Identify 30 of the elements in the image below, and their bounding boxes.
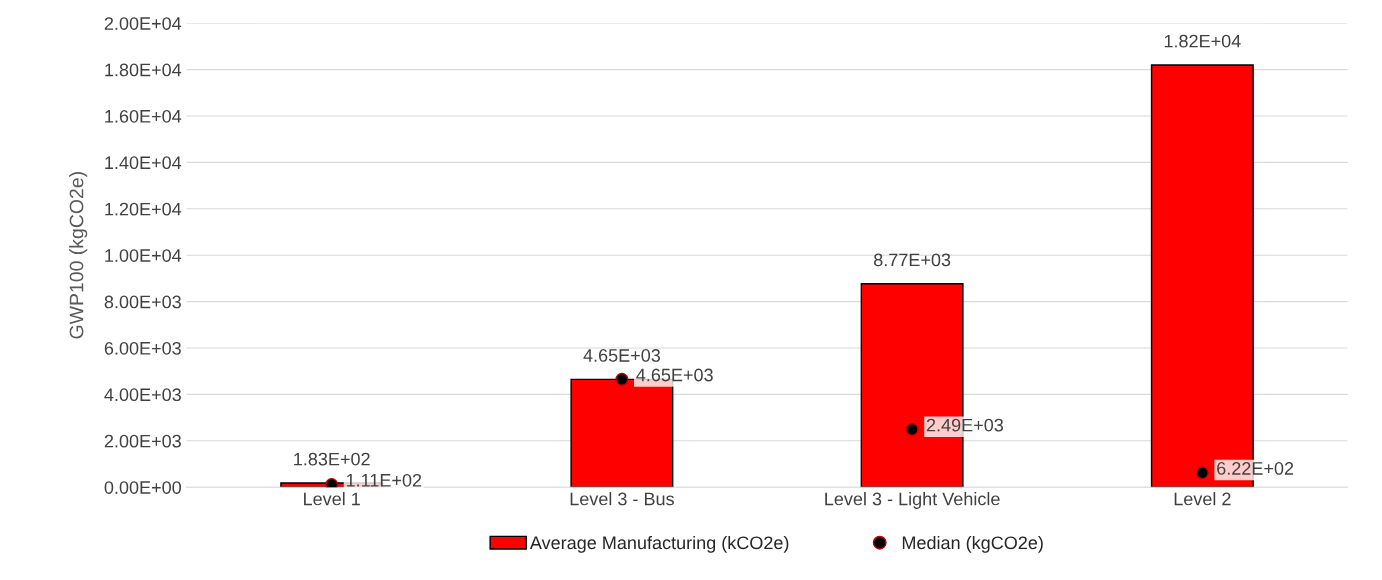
legend-label: Median (kgCO2e) xyxy=(902,535,1043,553)
data-label: 6.22E+02 xyxy=(1217,462,1294,475)
y-tick-label: 6.00E+03 xyxy=(104,341,181,355)
x-tick-label: Level 2 xyxy=(1174,492,1231,506)
data-label: 1.82E+04 xyxy=(1164,34,1241,48)
y-tick-label: 1.20E+04 xyxy=(105,202,182,216)
y-tick-label: 1.80E+04 xyxy=(105,63,182,77)
y-tick-label: 1.60E+04 xyxy=(105,109,182,123)
x-tick-label: Level 3 - Bus xyxy=(570,492,674,506)
point xyxy=(1195,466,1209,480)
y-tick-label: 0.00E+00 xyxy=(104,481,182,494)
y-tick-label: 8.00E+03 xyxy=(104,295,181,309)
point xyxy=(325,478,339,488)
point xyxy=(615,372,629,386)
x-tick-label: Level 1 xyxy=(304,492,360,506)
y-tick-label: 4.00E+03 xyxy=(104,388,181,402)
point xyxy=(905,422,919,436)
legend-label: Average Manufacturing (kCO2e) xyxy=(529,535,789,553)
data-label: 2.49E+03 xyxy=(926,418,1004,432)
data-label: 1.83E+02 xyxy=(294,452,370,466)
data-label: 1.11E+02 xyxy=(346,473,422,487)
y-axis-title: GWP100 (kgCO2e) xyxy=(69,172,88,339)
y-tick-label: 2.00E+03 xyxy=(104,434,181,448)
x-tick-label: Level 3 - Light Vehicle xyxy=(825,492,1000,509)
y-tick-label: 1.40E+04 xyxy=(105,156,182,170)
data-label: 4.65E+03 xyxy=(583,349,661,362)
y-tick-label: 2.00E+04 xyxy=(104,17,182,30)
data-label: 4.65E+03 xyxy=(636,368,713,382)
data-label: 8.77E+03 xyxy=(874,253,951,267)
y-tick-label: 1.00E+04 xyxy=(105,249,182,262)
